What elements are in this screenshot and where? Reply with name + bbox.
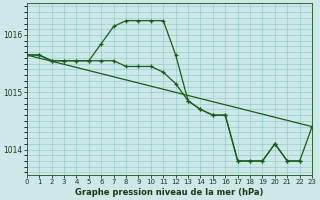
X-axis label: Graphe pression niveau de la mer (hPa): Graphe pression niveau de la mer (hPa) <box>75 188 264 197</box>
